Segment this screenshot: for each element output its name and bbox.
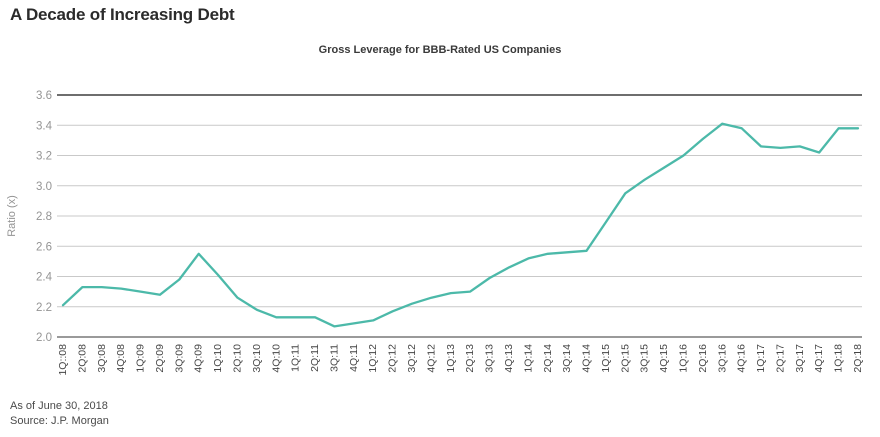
- source-note: Source: J.P. Morgan: [10, 415, 109, 427]
- x-tick-label: 4Q:17: [813, 344, 825, 373]
- x-tick-label: 3Q:08: [96, 344, 108, 373]
- x-tick-label: 1Q::08: [57, 344, 69, 376]
- x-tick-label: 2Q:16: [697, 344, 709, 373]
- x-tick-label: 1Q:12: [367, 344, 379, 373]
- x-tick-label: 3Q:10: [251, 344, 263, 373]
- x-tick-label: 1Q:16: [677, 344, 689, 373]
- y-tick-label: 3.4: [36, 120, 53, 132]
- y-tick-label: 3.0: [36, 181, 52, 193]
- x-tick-label: 2Q:09: [154, 344, 166, 373]
- x-tick-label: 1Q:18: [833, 344, 845, 373]
- x-tick-label: 1Q:10: [212, 344, 224, 373]
- y-tick-label: 2.8: [36, 211, 52, 223]
- x-tick-label: 4Q:15: [658, 344, 670, 373]
- y-tick-label: 3.6: [36, 90, 52, 102]
- x-tick-label: 3Q:14: [561, 344, 573, 373]
- x-tick-label: 3Q:09: [173, 344, 185, 373]
- y-tick-label: 2.2: [36, 302, 52, 314]
- x-tick-label: 2Q:11: [309, 344, 321, 372]
- x-tick-label: 2Q:14: [542, 344, 554, 373]
- x-tick-label: 2Q:08: [76, 344, 88, 373]
- x-tick-label: 2Q:13: [464, 344, 476, 373]
- x-tick-label: 3Q:13: [484, 344, 496, 373]
- x-tick-label: 1Q:13: [445, 344, 457, 373]
- x-tick-label: 4Q:12: [425, 344, 437, 373]
- x-tick-label: 4Q:14: [581, 344, 593, 373]
- x-tick-label: 4Q:13: [503, 344, 515, 373]
- x-tick-label: 2Q:10: [232, 344, 244, 373]
- x-tick-label: 2Q:17: [774, 344, 786, 373]
- x-tick-label: 2Q:12: [387, 344, 399, 373]
- x-tick-label: 4Q:08: [115, 344, 127, 373]
- x-tick-label: 1Q:17: [755, 344, 767, 373]
- chart-title: Gross Leverage for BBB-Rated US Companie…: [318, 44, 562, 56]
- x-tick-label: 1Q:11: [290, 344, 302, 372]
- y-tick-label: 3.2: [36, 151, 52, 163]
- page-title: A Decade of Increasing Debt: [10, 5, 235, 24]
- x-tick-label: 3Q:12: [406, 344, 418, 373]
- x-tick-label: 3Q:11: [328, 344, 340, 372]
- x-tick-label: 3Q:15: [639, 344, 651, 373]
- chart-footnote: As of June 30, 2018 Source: J.P. Morgan: [10, 399, 109, 429]
- x-tick-label: 2Q:15: [619, 344, 631, 373]
- leverage-series-line: [61, 122, 860, 328]
- y-tick-label: 2.4: [36, 272, 53, 284]
- x-tick-label: 4Q:11: [348, 344, 360, 372]
- as-of-date: As of June 30, 2018: [10, 400, 108, 412]
- y-tick-label: 2.6: [36, 241, 52, 253]
- x-tick-label: 1Q:14: [522, 344, 534, 373]
- x-tick-label: 4Q:10: [270, 344, 282, 373]
- x-tick-label: 4Q:09: [193, 344, 205, 373]
- x-tick-label: 1Q:09: [135, 344, 147, 373]
- y-axis-title: Ratio (x): [6, 195, 18, 237]
- x-tick-label: 3Q:16: [716, 344, 728, 373]
- x-tick-label: 2Q:18: [852, 344, 864, 373]
- x-tick-label: 3Q:17: [794, 344, 806, 373]
- x-tick-label: 1Q:15: [600, 344, 612, 373]
- x-tick-label: 4Q:16: [736, 344, 748, 373]
- y-tick-label: 2.0: [36, 332, 52, 344]
